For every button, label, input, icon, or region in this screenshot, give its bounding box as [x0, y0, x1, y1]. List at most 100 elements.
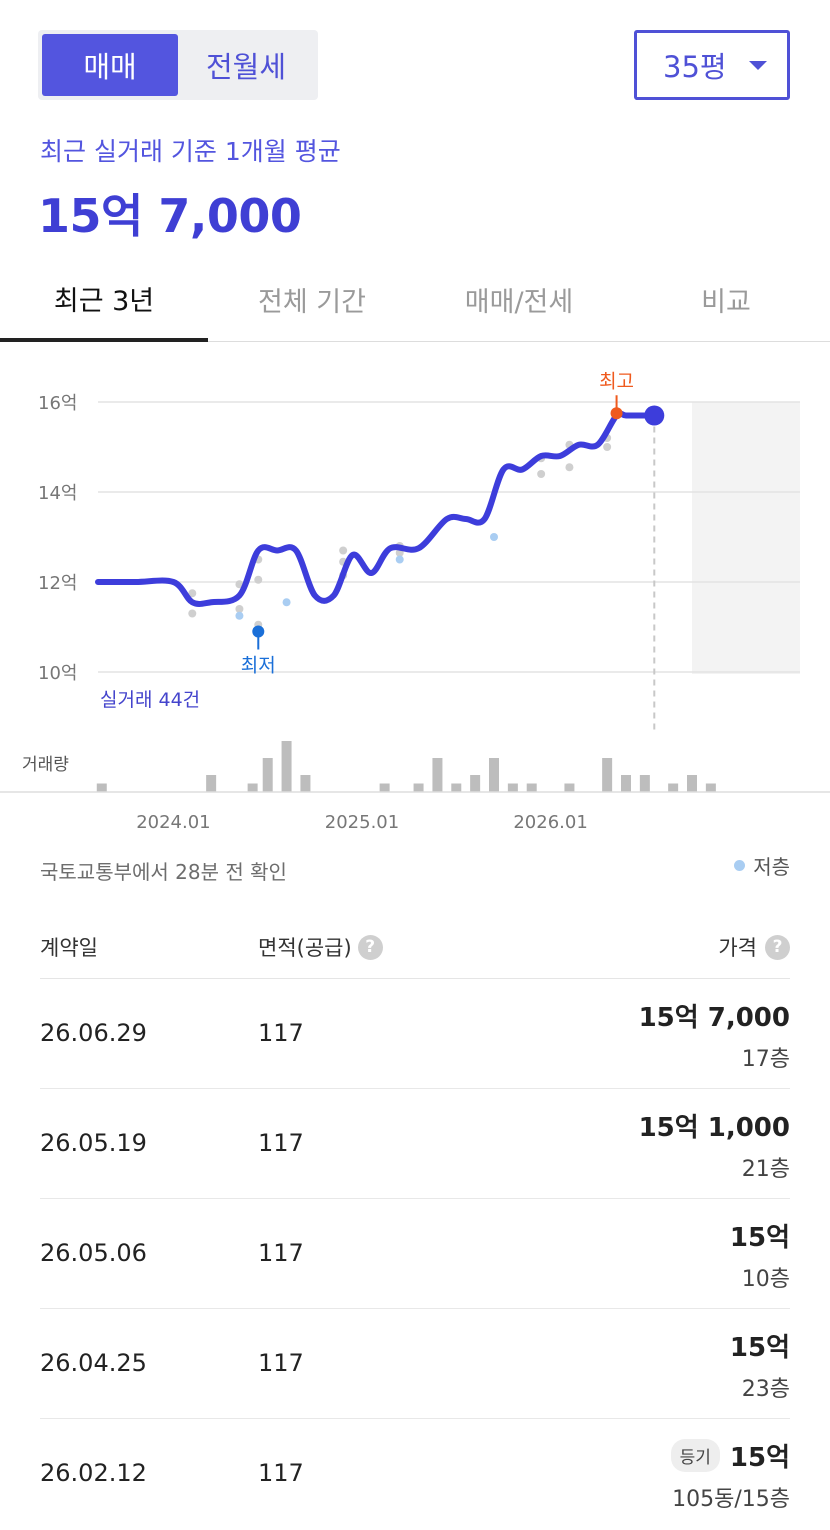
row-date: 26.05.06: [40, 1239, 147, 1267]
row-price: 15억: [729, 1333, 790, 1363]
y-tick-label: 12억: [38, 573, 77, 594]
volume-bar: [687, 775, 697, 792]
updated-status: 국토교통부에서 28분 전 확인: [40, 860, 287, 884]
row-floor: 23층: [741, 1377, 790, 1402]
volume-bar: [526, 783, 537, 792]
row-date: 26.05.19: [40, 1129, 147, 1157]
max-marker: [610, 407, 623, 420]
table-row[interactable]: 26.05.06 117 15억 10층: [40, 1199, 790, 1309]
table-row[interactable]: 26.05.19 117 15억 1,000 21층: [40, 1089, 790, 1199]
volume-bar: [247, 783, 258, 792]
low-floor-point: [282, 598, 291, 607]
table-row[interactable]: 26.04.25 117 15억 23층: [40, 1309, 790, 1419]
tab-all-period[interactable]: 전체 기간: [258, 286, 366, 318]
row-area: 117: [258, 1459, 304, 1487]
caret-down-icon: [749, 61, 767, 70]
help-price-icon[interactable]: ?: [765, 934, 790, 960]
low-floor-legend-label: 저층: [753, 855, 790, 879]
volume-bar: [262, 758, 273, 792]
volume-bar: [564, 783, 575, 792]
row-area: 117: [258, 1239, 304, 1267]
volume-bar: [379, 783, 390, 792]
header-price: 가격 ?: [718, 932, 790, 962]
x-tick-label: 2025.01: [325, 812, 399, 833]
row-date: 26.04.25: [40, 1349, 147, 1377]
trend-line: [95, 410, 648, 608]
registered-badge: 등기: [670, 1439, 720, 1472]
volume-bar: [451, 783, 462, 792]
volume-bar: [281, 741, 292, 792]
average-price-label: 최근 실거래 기준 1개월 평균: [40, 137, 341, 166]
header-area-label: 면적(공급): [258, 936, 352, 960]
segment-sale-button[interactable]: 매매: [42, 34, 178, 96]
volume-bar: [621, 775, 631, 792]
table-row[interactable]: 26.02.12 117 등기 15억 105동/15층: [40, 1419, 790, 1529]
row-price: 15억 1,000: [638, 1113, 790, 1143]
row-date: 26.06.29: [40, 1019, 147, 1047]
row-price-wrap: 등기 15억: [670, 1437, 790, 1474]
tab-sale-jeonse[interactable]: 매매/전세: [464, 286, 574, 318]
row-area: 117: [258, 1019, 304, 1047]
trade-table: 26.06.29 117 15억 7,000 17층 26.05.19 117 …: [40, 979, 790, 1529]
low-floor-point: [490, 533, 498, 541]
period-tabs: 최근 3년 전체 기간 매매/전세 비교: [0, 258, 830, 342]
low-floor-legend: 저층: [734, 851, 790, 880]
volume-bar: [206, 775, 217, 792]
volume-bar: [602, 758, 613, 792]
trade-table-header: 계약일 면적(공급) ? 가격 ?: [40, 912, 790, 979]
max-label: 최고: [599, 370, 634, 392]
volume-bar: [96, 783, 107, 792]
size-select-value: 35평: [663, 50, 727, 84]
x-tick-label: 2026.01: [513, 812, 587, 833]
trade-point: [603, 443, 612, 451]
volume-bar: [705, 783, 716, 792]
low-floor-point: [235, 611, 244, 620]
row-area: 117: [258, 1349, 304, 1377]
trade-point: [537, 470, 546, 478]
size-select[interactable]: 35평: [634, 30, 790, 100]
row-area: 117: [258, 1129, 304, 1157]
row-price-wrap: 15억: [730, 1217, 790, 1254]
x-tick-label: 2024.01: [136, 812, 210, 833]
row-floor: 105동/15층: [672, 1487, 790, 1512]
trade-point: [339, 546, 348, 555]
row-floor: 17층: [741, 1047, 790, 1072]
header-price-label: 가격: [718, 936, 757, 960]
volume-bar: [507, 783, 518, 792]
help-area-icon[interactable]: ?: [357, 934, 383, 960]
row-floor: 10층: [741, 1267, 790, 1292]
row-date: 26.02.12: [40, 1459, 147, 1487]
volume-bar: [413, 783, 424, 792]
tab-compare[interactable]: 비교: [701, 286, 751, 318]
volume-bar: [432, 758, 443, 792]
future-area-shade: [692, 402, 800, 674]
y-tick-label: 10억: [38, 663, 77, 684]
header-date: 계약일: [40, 936, 98, 960]
min-marker: [252, 625, 265, 638]
row-price-wrap: 15억: [730, 1327, 790, 1364]
row-price-wrap: 15억 1,000: [639, 1107, 790, 1144]
deal-count-label: 실거래 44건: [100, 689, 200, 711]
average-price-value: 15억 7,000: [38, 189, 302, 243]
tab-recent-3y[interactable]: 최근 3년: [0, 258, 208, 342]
trade-point: [254, 575, 263, 584]
table-row[interactable]: 26.06.29 117 15억 7,000 17층: [40, 979, 790, 1089]
low-floor-point: [395, 555, 404, 564]
volume-bar: [639, 775, 650, 792]
trade-point: [188, 609, 197, 618]
volume-bar: [489, 758, 499, 792]
row-price: 15억 7,000: [638, 1003, 790, 1033]
row-price: 15억: [729, 1443, 790, 1473]
trade-point: [235, 605, 244, 613]
price-chart[interactable]: 16억 14억 12억 10억 최고 최저 실거래 44건 거래량 2024.01 202…: [0, 342, 830, 852]
min-label: 최저: [241, 655, 276, 677]
header-area: 면적(공급) ?: [258, 932, 383, 962]
segment-rent-button[interactable]: 전월세: [205, 50, 287, 84]
current-value-dot: [644, 405, 665, 426]
volume-bar: [300, 775, 311, 792]
volume-bar: [470, 775, 481, 792]
trade-type-segment: 매매 전월세: [38, 30, 318, 100]
y-tick-label: 16억: [38, 393, 77, 414]
trade-point: [565, 463, 574, 472]
